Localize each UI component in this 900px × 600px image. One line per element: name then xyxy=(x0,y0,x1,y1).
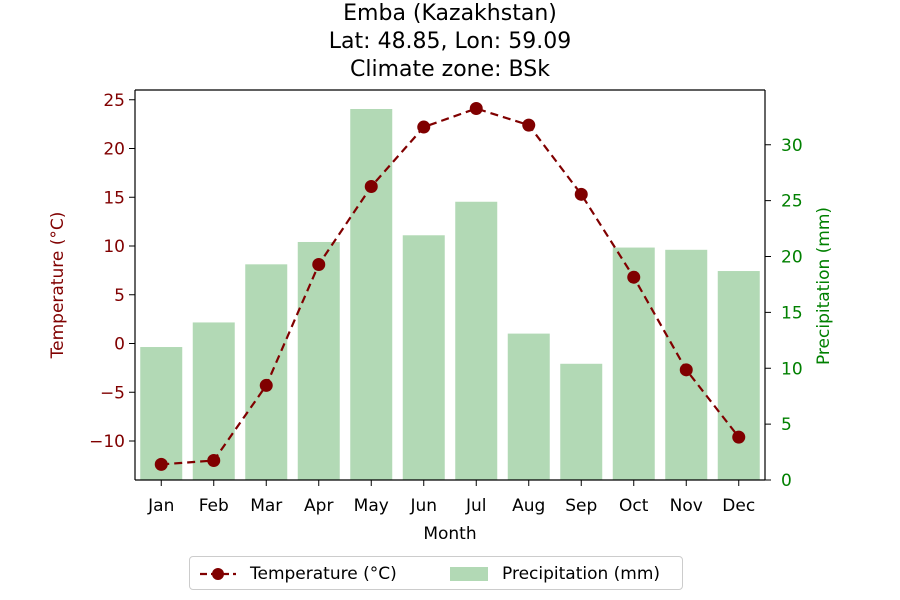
legend-temperature-marker xyxy=(200,568,236,580)
legend-precipitation-label: Precipitation (mm) xyxy=(502,564,661,584)
legend-item-precipitation: Precipitation (mm) xyxy=(450,557,660,591)
right-tick-label: 5 xyxy=(781,415,792,435)
x-tick-label: Dec xyxy=(722,496,755,516)
temperature-point-apr xyxy=(312,258,326,272)
x-tick-label: Jul xyxy=(465,496,487,516)
temperature-point-jan xyxy=(154,457,168,471)
x-tick-label: Apr xyxy=(304,496,333,516)
right-tick-label: 15 xyxy=(781,303,803,323)
x-tick-label: Jan xyxy=(147,496,174,516)
precip-bar-sep xyxy=(560,363,603,480)
precip-bar-jun xyxy=(402,235,445,480)
x-tick-label: Sep xyxy=(565,496,597,516)
right-tick-label: 0 xyxy=(781,471,792,491)
precip-bar-oct xyxy=(612,247,655,480)
left-tick-label: 25 xyxy=(103,91,125,111)
temperature-point-nov xyxy=(679,363,693,377)
temperature-point-feb xyxy=(207,454,221,467)
left-tick-label: 15 xyxy=(103,188,125,208)
x-tick-label: Oct xyxy=(619,496,649,516)
chart-title-line-2: Lat: 48.85, Lon: 59.09 xyxy=(328,29,572,54)
legend-item-temperature: Temperature (°C) xyxy=(198,557,397,591)
chart-legend: Temperature (°C) Precipitation (mm) xyxy=(189,556,683,590)
precip-bar-feb xyxy=(192,322,235,480)
legend-temperature-label: Temperature (°C) xyxy=(250,564,397,584)
x-tick-label: May xyxy=(354,496,389,516)
precip-bar-may xyxy=(350,108,393,480)
precip-bar-aug xyxy=(507,333,550,480)
x-tick-label: Mar xyxy=(250,496,282,516)
x-axis-label: Month xyxy=(423,524,476,544)
left-tick-label: 5 xyxy=(114,286,125,306)
x-tick-label: Jun xyxy=(409,496,437,516)
x-tick-label: Feb xyxy=(199,496,229,516)
precip-bar-apr xyxy=(297,241,340,480)
x-tick-label: Nov xyxy=(670,496,703,516)
temperature-point-mar xyxy=(259,378,273,392)
temperature-point-jul xyxy=(469,102,483,116)
left-tick-label: 20 xyxy=(103,140,125,160)
right-tick-label: 30 xyxy=(781,136,803,156)
left-tick-label: −5 xyxy=(100,383,125,403)
x-tick-label: Aug xyxy=(512,496,545,516)
left-axis-label: Temperature (°C) xyxy=(48,212,68,360)
right-tick-label: 10 xyxy=(781,359,803,379)
left-tick-label: 10 xyxy=(103,237,125,257)
temperature-point-jun xyxy=(417,120,431,134)
right-axis-label: Precipitation (mm) xyxy=(814,207,834,365)
legend-precipitation-swatch xyxy=(450,567,488,581)
precip-bar-jan xyxy=(140,347,183,480)
right-tick-label: 25 xyxy=(781,192,803,212)
precip-bar-mar xyxy=(245,264,288,480)
precip-bar-dec xyxy=(717,271,760,480)
left-tick-label: 0 xyxy=(114,335,125,355)
right-tick-label: 20 xyxy=(781,248,803,268)
temperature-point-oct xyxy=(627,270,641,284)
precip-bar-jul xyxy=(455,201,498,480)
temperature-point-dec xyxy=(732,430,746,444)
temperature-point-aug xyxy=(522,118,536,132)
temperature-point-sep xyxy=(574,187,588,201)
chart-title-line-1: Emba (Kazakhstan) xyxy=(343,1,557,26)
temperature-point-may xyxy=(364,180,378,194)
left-tick-label: −10 xyxy=(89,432,125,452)
chart-title-line-3: Climate zone: BSk xyxy=(350,57,550,82)
